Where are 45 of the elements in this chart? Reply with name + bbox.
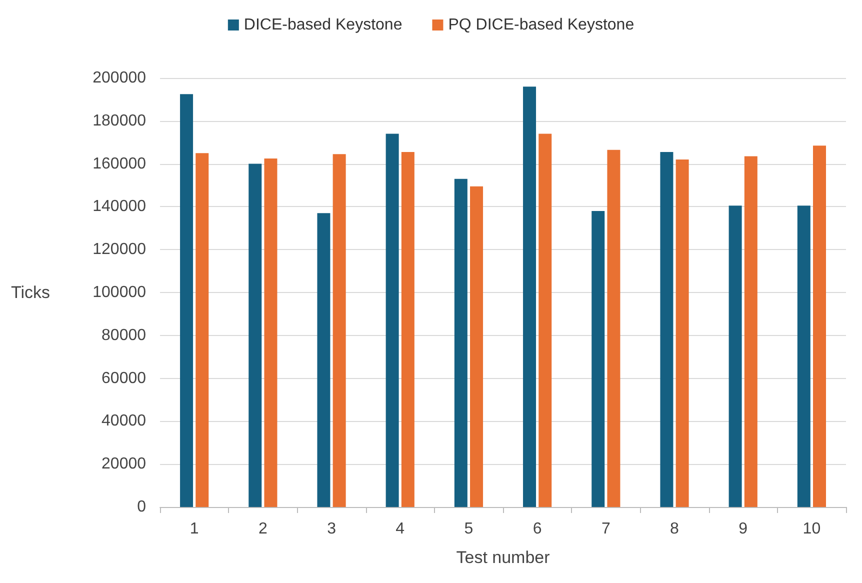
y-tick-label: 160000 <box>92 155 146 172</box>
bar <box>470 186 484 507</box>
y-tick-label: 60000 <box>102 370 146 387</box>
bar <box>332 154 346 507</box>
y-axis-title: Ticks <box>11 283 50 302</box>
bar <box>728 206 742 507</box>
x-tick-label: 8 <box>670 520 680 538</box>
bar <box>180 94 194 507</box>
y-tick-label: 140000 <box>92 198 146 216</box>
bar <box>660 152 674 507</box>
bar <box>264 158 278 507</box>
bar <box>744 156 758 507</box>
bar <box>523 86 536 507</box>
x-tick-label: 2 <box>258 520 268 538</box>
bar <box>401 152 414 507</box>
y-tick-label: 40000 <box>102 412 146 430</box>
y-tick-label: 200000 <box>92 70 146 86</box>
y-tick-label: 80000 <box>102 326 146 344</box>
bar <box>248 164 262 507</box>
legend-label: PQ DICE-based Keystone <box>448 16 634 34</box>
y-tick-label: 120000 <box>92 241 146 258</box>
bar <box>317 213 330 507</box>
bar <box>538 134 552 507</box>
bar <box>196 153 209 507</box>
x-tick-label: 1 <box>190 520 199 538</box>
y-tick-label: 20000 <box>102 456 146 473</box>
x-axis-title: Test number <box>456 548 550 567</box>
bar <box>592 210 605 507</box>
legend-label: DICE-based Keystone <box>244 16 402 34</box>
bar <box>813 146 826 507</box>
bar <box>797 206 810 507</box>
x-tick-label: 4 <box>396 520 405 538</box>
bar <box>676 160 689 507</box>
x-tick-label: 5 <box>464 520 474 538</box>
bar <box>607 150 620 507</box>
y-tick-label: 180000 <box>92 112 146 130</box>
x-tick-label: 7 <box>601 520 610 538</box>
bar <box>454 178 468 507</box>
x-tick-label: 6 <box>532 520 542 538</box>
y-tick-label: 100000 <box>92 284 146 301</box>
x-tick-label: 3 <box>327 520 336 538</box>
x-tick-label: 10 <box>802 520 821 538</box>
bar <box>386 134 399 507</box>
x-tick-label: 9 <box>738 520 748 538</box>
y-tick-label: 0 <box>137 498 146 516</box>
